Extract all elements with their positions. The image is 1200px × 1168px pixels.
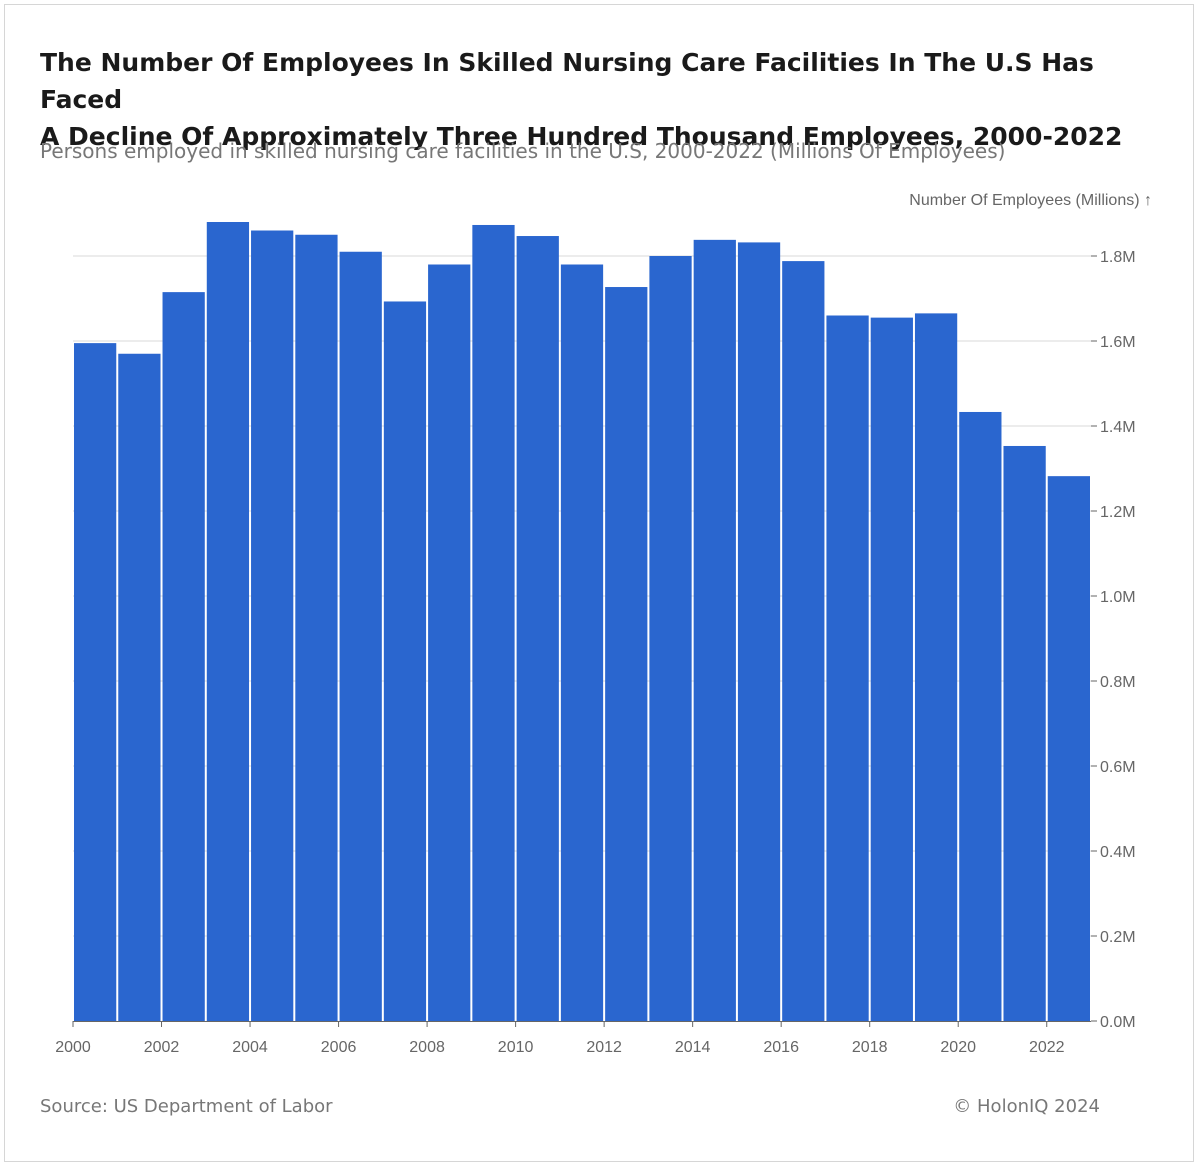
x-tick-label: 2010 bbox=[498, 1039, 534, 1056]
bar-2002 bbox=[162, 292, 205, 1021]
bar-2020 bbox=[959, 411, 1002, 1022]
x-tick-label: 2004 bbox=[232, 1039, 268, 1056]
y-tick-label: 0.4M bbox=[1100, 844, 1136, 861]
x-tick-label: 2006 bbox=[321, 1039, 357, 1056]
bar-2000 bbox=[74, 343, 117, 1021]
bar-2008 bbox=[428, 264, 471, 1021]
bar-2004 bbox=[251, 230, 294, 1021]
bar-2012 bbox=[605, 287, 648, 1021]
y-tick-label: 0.8M bbox=[1100, 674, 1136, 691]
bars bbox=[74, 222, 1090, 1022]
bar-2013 bbox=[649, 256, 692, 1021]
y-tick-label: 1.2M bbox=[1100, 504, 1136, 521]
y-tick-label: 1.8M bbox=[1100, 249, 1136, 266]
y-tick-label: 1.0M bbox=[1100, 589, 1136, 606]
x-tick-label: 2018 bbox=[852, 1039, 888, 1056]
bar-2022 bbox=[1047, 476, 1090, 1021]
bar-2003 bbox=[206, 222, 250, 1021]
bar-2009 bbox=[472, 224, 515, 1022]
chart-title-line-1: The Number Of Employees In Skilled Nursi… bbox=[40, 48, 1094, 114]
x-tick-label: 2016 bbox=[763, 1039, 799, 1056]
x-tick-label: 2002 bbox=[144, 1039, 180, 1056]
bar-2014 bbox=[693, 239, 736, 1022]
y-tick-label: 1.4M bbox=[1100, 419, 1136, 436]
bar-2015 bbox=[737, 242, 781, 1021]
bar-2018 bbox=[870, 317, 913, 1021]
copyright-note: © HolonIQ 2024 bbox=[953, 1096, 1100, 1117]
bar-2011 bbox=[560, 264, 604, 1021]
x-tick-label: 2022 bbox=[1029, 1039, 1065, 1056]
bar-2005 bbox=[295, 234, 338, 1021]
y-tick-label: 0.6M bbox=[1100, 759, 1136, 776]
bar-2021 bbox=[1003, 445, 1046, 1022]
bar-2010 bbox=[516, 236, 559, 1021]
bar-2006 bbox=[339, 251, 382, 1021]
y-tick-label: 1.6M bbox=[1100, 334, 1136, 351]
x-tick-label: 2012 bbox=[586, 1039, 622, 1056]
chart-title: The Number Of Employees In Skilled Nursi… bbox=[40, 44, 1160, 155]
y-axis-label: Number Of Employees (Millions) ↑ bbox=[909, 192, 1152, 209]
chart-subtitle: Persons employed in skilled nursing care… bbox=[40, 139, 1006, 163]
chart-title-line-2: A Decline Of Approximately Three Hundred… bbox=[40, 122, 1123, 151]
x-tick-label: 2014 bbox=[675, 1039, 711, 1056]
y-tick-label: 0.2M bbox=[1100, 929, 1136, 946]
x-tick-label: 2020 bbox=[940, 1039, 976, 1056]
x-tick-label: 2008 bbox=[409, 1039, 445, 1056]
y-tick-label: 0.0M bbox=[1100, 1014, 1136, 1031]
axes: 0.0M 0.2M 0.4M 0.6M 0.8M 1.0M 1.2M 1.4M 1.6M 1.8M… bbox=[55, 249, 1135, 1056]
source-note: Source: US Department of Labor bbox=[40, 1096, 333, 1117]
bar-2019 bbox=[914, 313, 958, 1021]
bar-2007 bbox=[383, 301, 427, 1022]
bar-2016 bbox=[782, 261, 825, 1022]
bar-2017 bbox=[826, 315, 869, 1021]
x-tick-label: 2000 bbox=[55, 1039, 91, 1056]
bar-2001 bbox=[118, 353, 161, 1021]
